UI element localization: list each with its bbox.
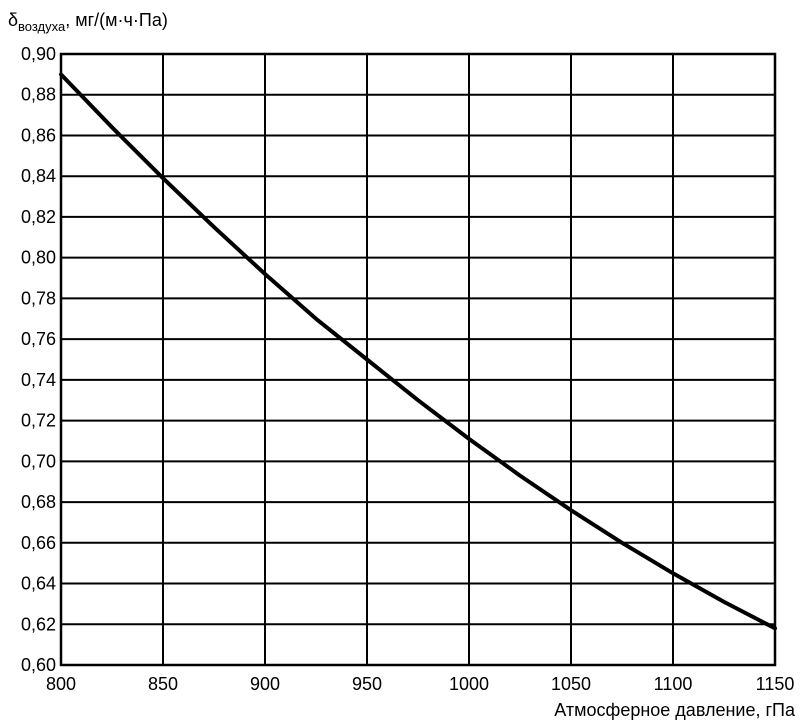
y-tick-label: 0,72	[21, 411, 56, 431]
y-tick-label: 0,76	[21, 329, 56, 349]
x-tick-label: 950	[352, 674, 382, 694]
y-tick-label: 0,74	[21, 370, 56, 390]
series-line	[59, 72, 777, 631]
x-tick-label: 1100	[654, 674, 693, 694]
y-tick-label: 0,88	[21, 85, 56, 105]
x-tick-label: 900	[250, 674, 280, 694]
x-axis-label: Атмосферное давление, гПа	[554, 700, 796, 720]
y-tick-label: 0,82	[21, 207, 56, 227]
y-tick-labels: 0,60 0,62 0,64 0,66 0,68 0,70 0,72 0,74 0,76 0,78…	[21, 44, 56, 675]
y-tick-label: 0,86	[21, 125, 56, 145]
x-tick-label: 1050	[551, 674, 591, 694]
y-tick-label: 0,68	[21, 492, 56, 512]
x-tick-labels: 800 850 900 950 1000 1050 1100 1150	[46, 674, 794, 694]
y-tick-label: 0,66	[21, 533, 56, 553]
y-axis-label-subscript: воздуха	[18, 19, 66, 34]
y-axis-label: δвоздуха, мг/(м·ч·Па)	[8, 10, 168, 34]
y-tick-label: 0,62	[21, 614, 56, 634]
y-tick-label: 0,84	[21, 166, 56, 186]
plot-frame	[59, 52, 777, 667]
x-tick-label: 850	[148, 674, 178, 694]
y-axis-label-unit: , мг/(м·ч·Па)	[65, 10, 168, 30]
x-tick-label: 800	[46, 674, 76, 694]
y-tick-label: 0,64	[21, 574, 56, 594]
y-tick-label: 0,80	[21, 248, 56, 268]
y-tick-label: 0,60	[21, 655, 56, 675]
y-tick-label: 0,90	[21, 44, 56, 64]
y-axis-label-symbol: δ	[8, 10, 18, 30]
grid-lines	[60, 53, 776, 666]
x-tick-label: 1000	[449, 674, 489, 694]
y-tick-label: 0,78	[21, 288, 56, 308]
x-tick-label: 1150	[756, 674, 795, 694]
y-tick-label: 0,70	[21, 451, 56, 471]
